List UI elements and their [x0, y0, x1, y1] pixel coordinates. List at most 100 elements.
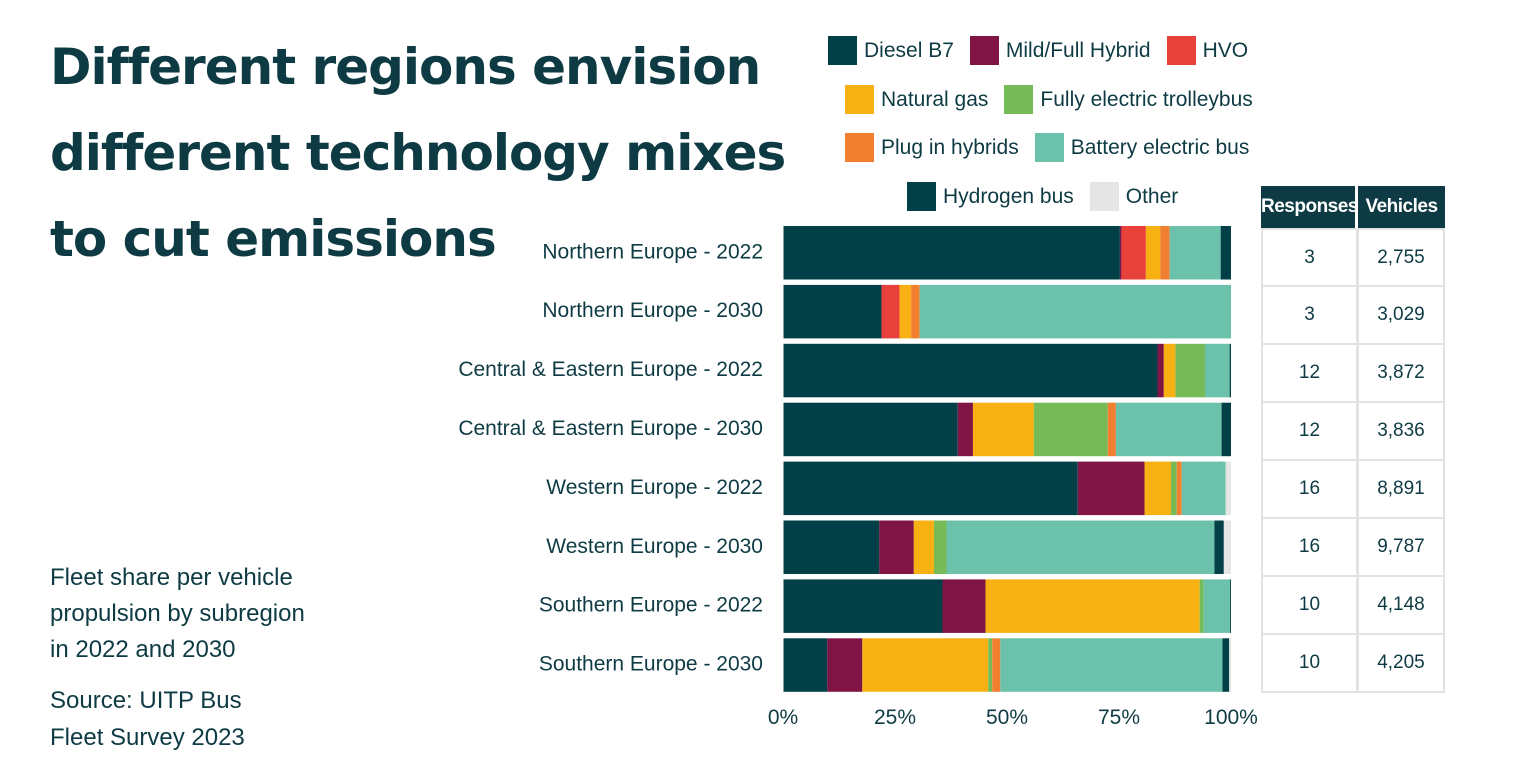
- bar-segment-natural-gas: [1163, 343, 1176, 398]
- bar-segment-hvo: [881, 284, 900, 339]
- cell-responses: 10: [1263, 635, 1359, 691]
- legend-item-hvo: HVO: [1166, 36, 1249, 65]
- legend-item-natural-gas: Natural gas: [845, 85, 988, 114]
- cell-responses: 3: [1263, 230, 1359, 285]
- subtitle-line-3: in 2022 and 2030: [50, 636, 236, 663]
- legend-item-diesel: Diesel B7: [828, 36, 954, 65]
- bar-segment-battery-electric-bus: [1205, 343, 1230, 398]
- legend-row-1: Diesel B7 Mild/Full Hybrid HVO: [828, 36, 1264, 65]
- bar-segment-fully-electric-trolleybus: [1175, 343, 1206, 398]
- table-row: 10 4,205: [1261, 635, 1445, 693]
- page-title: Different regions envision different tec…: [50, 24, 786, 282]
- bar-segment-hydrogen-bus: [1214, 520, 1224, 574]
- cell-responses: 10: [1263, 577, 1359, 633]
- legend-swatch-hvo: [1166, 36, 1196, 65]
- bar-segment-natural-gas: [1144, 461, 1171, 516]
- table-row: 10 4,148: [1261, 577, 1445, 635]
- bar-segment-other: [1229, 638, 1231, 692]
- bar-segment-natural-gas: [1145, 226, 1161, 280]
- category-label: Central & Eastern Europe - 2022: [458, 358, 763, 381]
- title-line-2: different technology mixes: [50, 124, 786, 182]
- legend-label-natural-gas: Natural gas: [881, 87, 989, 111]
- table-header: Responses Vehicles: [1261, 186, 1445, 228]
- table-row: 12 3,872: [1261, 345, 1445, 403]
- x-tick-label: 50%: [986, 706, 1028, 729]
- bar-segment-diesel-b7: [783, 579, 943, 633]
- x-tick-label: 75%: [1098, 706, 1140, 729]
- bar-segment-natural-gas: [985, 579, 1200, 633]
- cell-vehicles: 9,787: [1377, 536, 1425, 557]
- title-line-3: to cut emissions: [50, 210, 497, 268]
- bar-segment-other: [1223, 520, 1231, 574]
- source-line-2: Fleet Survey 2023: [50, 724, 245, 751]
- bar-segment-fully-electric-trolleybus: [1170, 461, 1177, 516]
- cell-responses: 12: [1263, 345, 1359, 401]
- bar-segment-hydrogen-bus: [1222, 638, 1230, 692]
- bar-segment-mild-full-hybrid: [879, 520, 914, 574]
- category-label: Southern Europe - 2030: [539, 653, 763, 676]
- legend-label-hvo: HVO: [1202, 38, 1249, 62]
- responses-table: Responses Vehicles 3 2,755 3 3,029 12 3,…: [1261, 186, 1445, 693]
- legend-swatch-plug-in: [845, 133, 874, 162]
- table-row: 3 2,755: [1261, 230, 1445, 287]
- bar-segment-diesel-b7: [783, 402, 958, 457]
- x-tick-label: 0%: [768, 706, 798, 729]
- legend-item-other: Other: [1089, 182, 1178, 211]
- legend-row-2: Natural gas Fully electric trolleybus: [845, 85, 1269, 114]
- table-body: 3 2,755 3 3,029 12 3,872 12 3,836 16 8,8…: [1261, 228, 1445, 693]
- legend-row-3: Plug in hybrids Battery electric bus: [845, 133, 1265, 162]
- legend-item-hydrogen: Hydrogen bus: [907, 182, 1074, 211]
- bar-segment-fully-electric-trolleybus: [988, 638, 993, 692]
- cell-vehicles: 3,836: [1377, 420, 1425, 441]
- bar-segment-natural-gas: [972, 402, 1034, 457]
- bar-segment-plug-in-hybrids: [1160, 226, 1170, 280]
- category-label: Western Europe - 2022: [546, 476, 763, 499]
- legend-swatch-natural-gas: [845, 85, 874, 114]
- legend-label-hydrogen: Hydrogen bus: [943, 184, 1074, 208]
- legend-item-trolleybus: Fully electric trolleybus: [1004, 85, 1253, 114]
- bar-segment-plug-in-hybrids: [1176, 461, 1182, 516]
- cell-responses: 16: [1263, 461, 1359, 517]
- header-vehicles: Vehicles: [1358, 186, 1445, 228]
- legend-label-hybrid: Mild/Full Hybrid: [1005, 38, 1151, 62]
- table-row: 12 3,836: [1261, 403, 1445, 461]
- bar-segment-hvo: [1121, 226, 1146, 280]
- bar-segment-natural-gas: [913, 520, 934, 574]
- legend-label-plug-in: Plug in hybrids: [881, 135, 1019, 159]
- x-tick-label: 100%: [1204, 706, 1258, 729]
- bar-segment-other: [1225, 461, 1231, 516]
- title-line-1: Different regions envision: [50, 38, 761, 96]
- chart-subtitle: Fleet share per vehicle propulsion by su…: [50, 560, 370, 668]
- cell-vehicles: 4,205: [1377, 652, 1425, 673]
- x-tick-label: 25%: [874, 706, 916, 729]
- bar-segment-diesel-b7: [783, 461, 1078, 516]
- cell-responses: 3: [1263, 287, 1359, 343]
- legend-swatch-hydrogen: [907, 182, 936, 211]
- bar-segment-diesel-b7: [783, 226, 1120, 280]
- bar-segment-battery-electric-bus: [1115, 402, 1222, 457]
- cell-vehicles: 8,891: [1377, 478, 1425, 499]
- bar-segment-hydrogen-bus: [1229, 343, 1231, 398]
- bar-segment-battery-electric-bus: [919, 284, 1231, 339]
- bar-segment-mild-full-hybrid: [827, 638, 863, 692]
- bar-segment-battery-electric-bus: [946, 520, 1215, 574]
- source-note: Source: UITP Bus Fleet Survey 2023: [50, 682, 370, 756]
- legend-label-diesel: Diesel B7: [864, 38, 954, 62]
- category-label: Northern Europe - 2030: [542, 299, 763, 322]
- table-row: 3 3,029: [1261, 287, 1445, 345]
- legend-item-battery: Battery electric bus: [1034, 133, 1250, 162]
- bar-segment-natural-gas: [862, 638, 989, 692]
- legend-swatch-battery: [1034, 133, 1064, 162]
- bar-segment-hydrogen-bus: [1230, 579, 1231, 633]
- source-line-1: Source: UITP Bus: [50, 687, 242, 714]
- legend-label-battery: Battery electric bus: [1070, 135, 1250, 159]
- legend-swatch-other: [1089, 182, 1119, 211]
- legend-swatch-diesel: [828, 36, 857, 65]
- bar-segment-battery-electric-bus: [1000, 638, 1223, 692]
- category-label: Southern Europe - 2022: [539, 594, 763, 617]
- bar-segment-diesel-b7: [783, 343, 1158, 398]
- bar-segment-diesel-b7: [783, 520, 880, 574]
- legend-item-plug-in: Plug in hybrids: [845, 133, 1019, 162]
- bar-segment-hydrogen-bus: [1220, 226, 1231, 280]
- legend-row-4: Hydrogen bus Other: [907, 182, 1194, 211]
